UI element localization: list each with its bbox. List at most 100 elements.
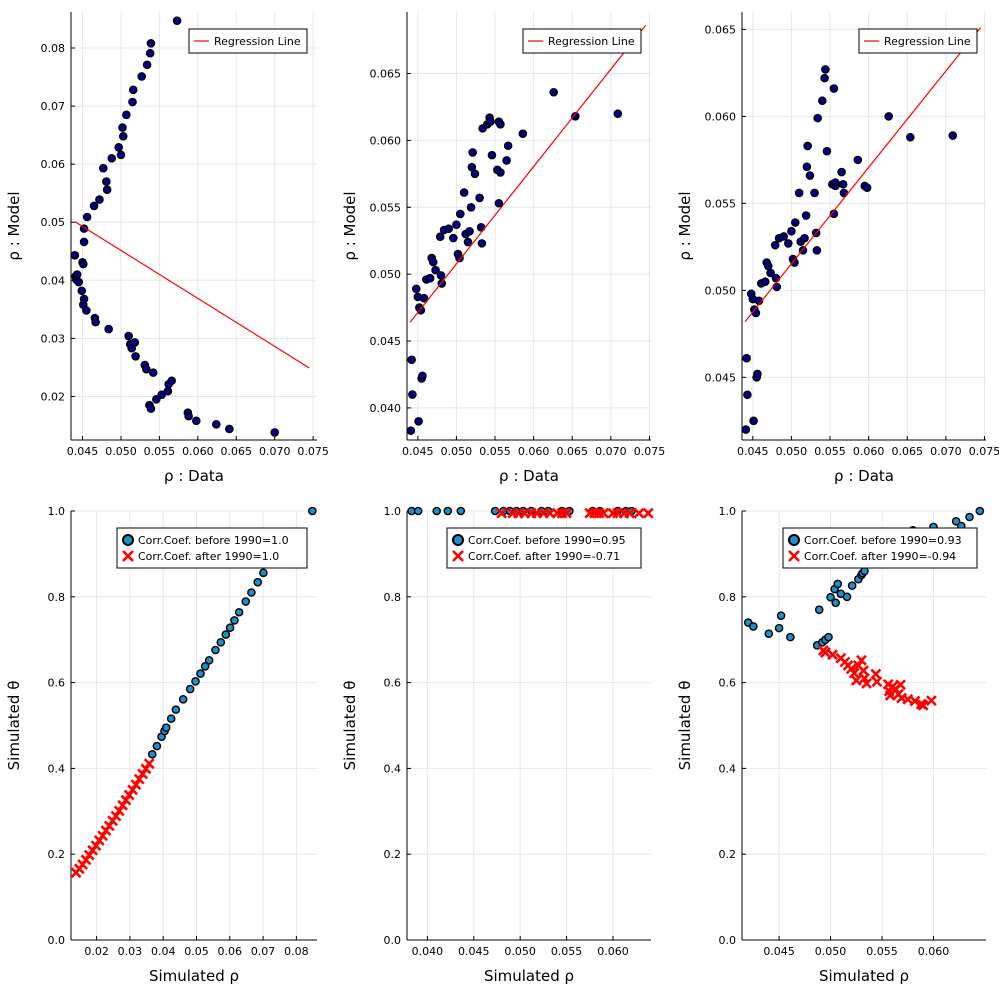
scatter-point [814,605,824,614]
scatter-point [743,390,752,400]
legend-entry: Corr.Coef. after 1990=1.0 [122,550,279,563]
scatter-point [102,185,112,195]
cross-point [624,507,636,519]
scatter-point [230,616,239,625]
scatter-point [847,581,857,590]
scatter-point [157,390,167,400]
scatter-point [122,110,131,120]
cross-point [642,507,654,519]
scatter-point [831,178,840,187]
legend-cross-swatch [788,550,800,562]
x-tick-label: 0.055 [551,945,583,958]
scatter-point [571,112,580,121]
scatter-point [824,632,833,642]
scatter-point [225,623,235,632]
scatter-point [431,265,440,275]
y-axis-title: ρ : Model [676,191,694,260]
scatter-point [821,65,830,74]
scatter-point [749,416,758,426]
x-axis-title: ρ : Data [164,467,224,485]
legend-cross-swatch [122,550,134,562]
scatter-point [803,141,812,151]
y-tick-label: 0.08 [41,42,66,55]
cross-point [871,676,883,688]
legend: Corr.Coef. before 1990=0.93 Corr.Coef. af… [782,527,978,569]
scatter-point [741,425,751,434]
regression-line [744,27,982,323]
chart-panel-1: 0.045 0.050 0.055 0.060 0.065 0.070 0.075 0.02 0… [5,12,329,485]
cross-point [861,678,872,689]
x-tick-label: 0.055 [814,445,846,458]
scatter-point [211,645,220,655]
scatter-point [810,188,819,198]
y-tick-label: 0.045 [705,371,737,384]
y-tick-label: 0.8 [719,591,737,604]
y-tick-label: 0.050 [705,284,737,297]
y-tick-label: 0.055 [370,201,402,214]
scatter-point [137,72,147,81]
scatter-point [79,259,88,269]
y-tick-label: 0.045 [370,335,402,348]
x-tick-label: 0.060 [853,445,885,458]
y-tick-label: 0.05 [41,216,66,229]
scatter-point [826,592,835,602]
scatter-point [70,251,80,260]
legend-entry: Corr.Coef. before 1990=0.95 [452,534,626,547]
scatter-point [436,271,446,280]
x-tick-label: 0.075 [969,445,999,458]
scatter-point [152,741,162,751]
cross-point [917,699,929,711]
scatter-point [171,705,181,714]
scatter-point [131,352,140,361]
cross-point [827,649,839,661]
scatter-point [89,201,99,211]
y-tick-label: 0.6 [48,677,66,690]
legend-label: Regression Line [884,35,971,48]
scatter-point [413,506,423,516]
x-axis-title: ρ : Data [834,467,894,485]
x-tick-label: 0.060 [597,945,629,958]
scatter-point [118,131,128,141]
legend-entry: Corr.Coef. before 1990=1.0 [122,534,289,547]
scatter-point [449,233,458,243]
x-tick-label: 0.050 [504,945,536,958]
scatter-point [82,212,92,222]
cross-point [895,679,906,691]
cross-point [496,507,508,519]
scatter-point [818,96,827,106]
y-tick-label: 0.2 [48,848,66,861]
scatter-point [406,426,416,435]
y-axis-title: Simulated θ [5,681,23,771]
y-axis-title: ρ : Model [341,191,359,260]
scatter-point [466,202,476,212]
scatter-point [496,120,505,129]
scatter-point [455,209,465,219]
scatter-point [82,306,91,315]
scatter-point [408,390,417,399]
scatter-point [760,277,770,286]
scatter-point [432,506,441,516]
regression-line [74,221,310,369]
scatter-point [779,232,788,241]
y-tick-label: 0.0 [719,934,737,947]
scatter-point [128,97,137,107]
plot-data [407,506,654,519]
scatter-point [204,655,214,665]
scatter-point [487,150,497,160]
scatter-point [812,246,822,255]
scatter-point [161,723,171,732]
scatter-point [166,714,176,723]
y-tick-label: 0.4 [48,762,66,775]
cross-point [856,654,867,666]
x-tick-label: 0.050 [105,445,137,458]
legend-box [116,527,308,569]
x-tick-label: 0.07 [251,945,276,958]
x-tick-label: 0.02 [84,945,109,958]
plot-data [406,25,647,435]
scatter-point [860,566,869,576]
scatter-point [259,568,268,578]
x-tick-label: 0.060 [918,945,950,958]
scatter-point [428,257,438,267]
scatter-point [418,371,427,381]
x-tick-label: 0.065 [221,445,253,458]
